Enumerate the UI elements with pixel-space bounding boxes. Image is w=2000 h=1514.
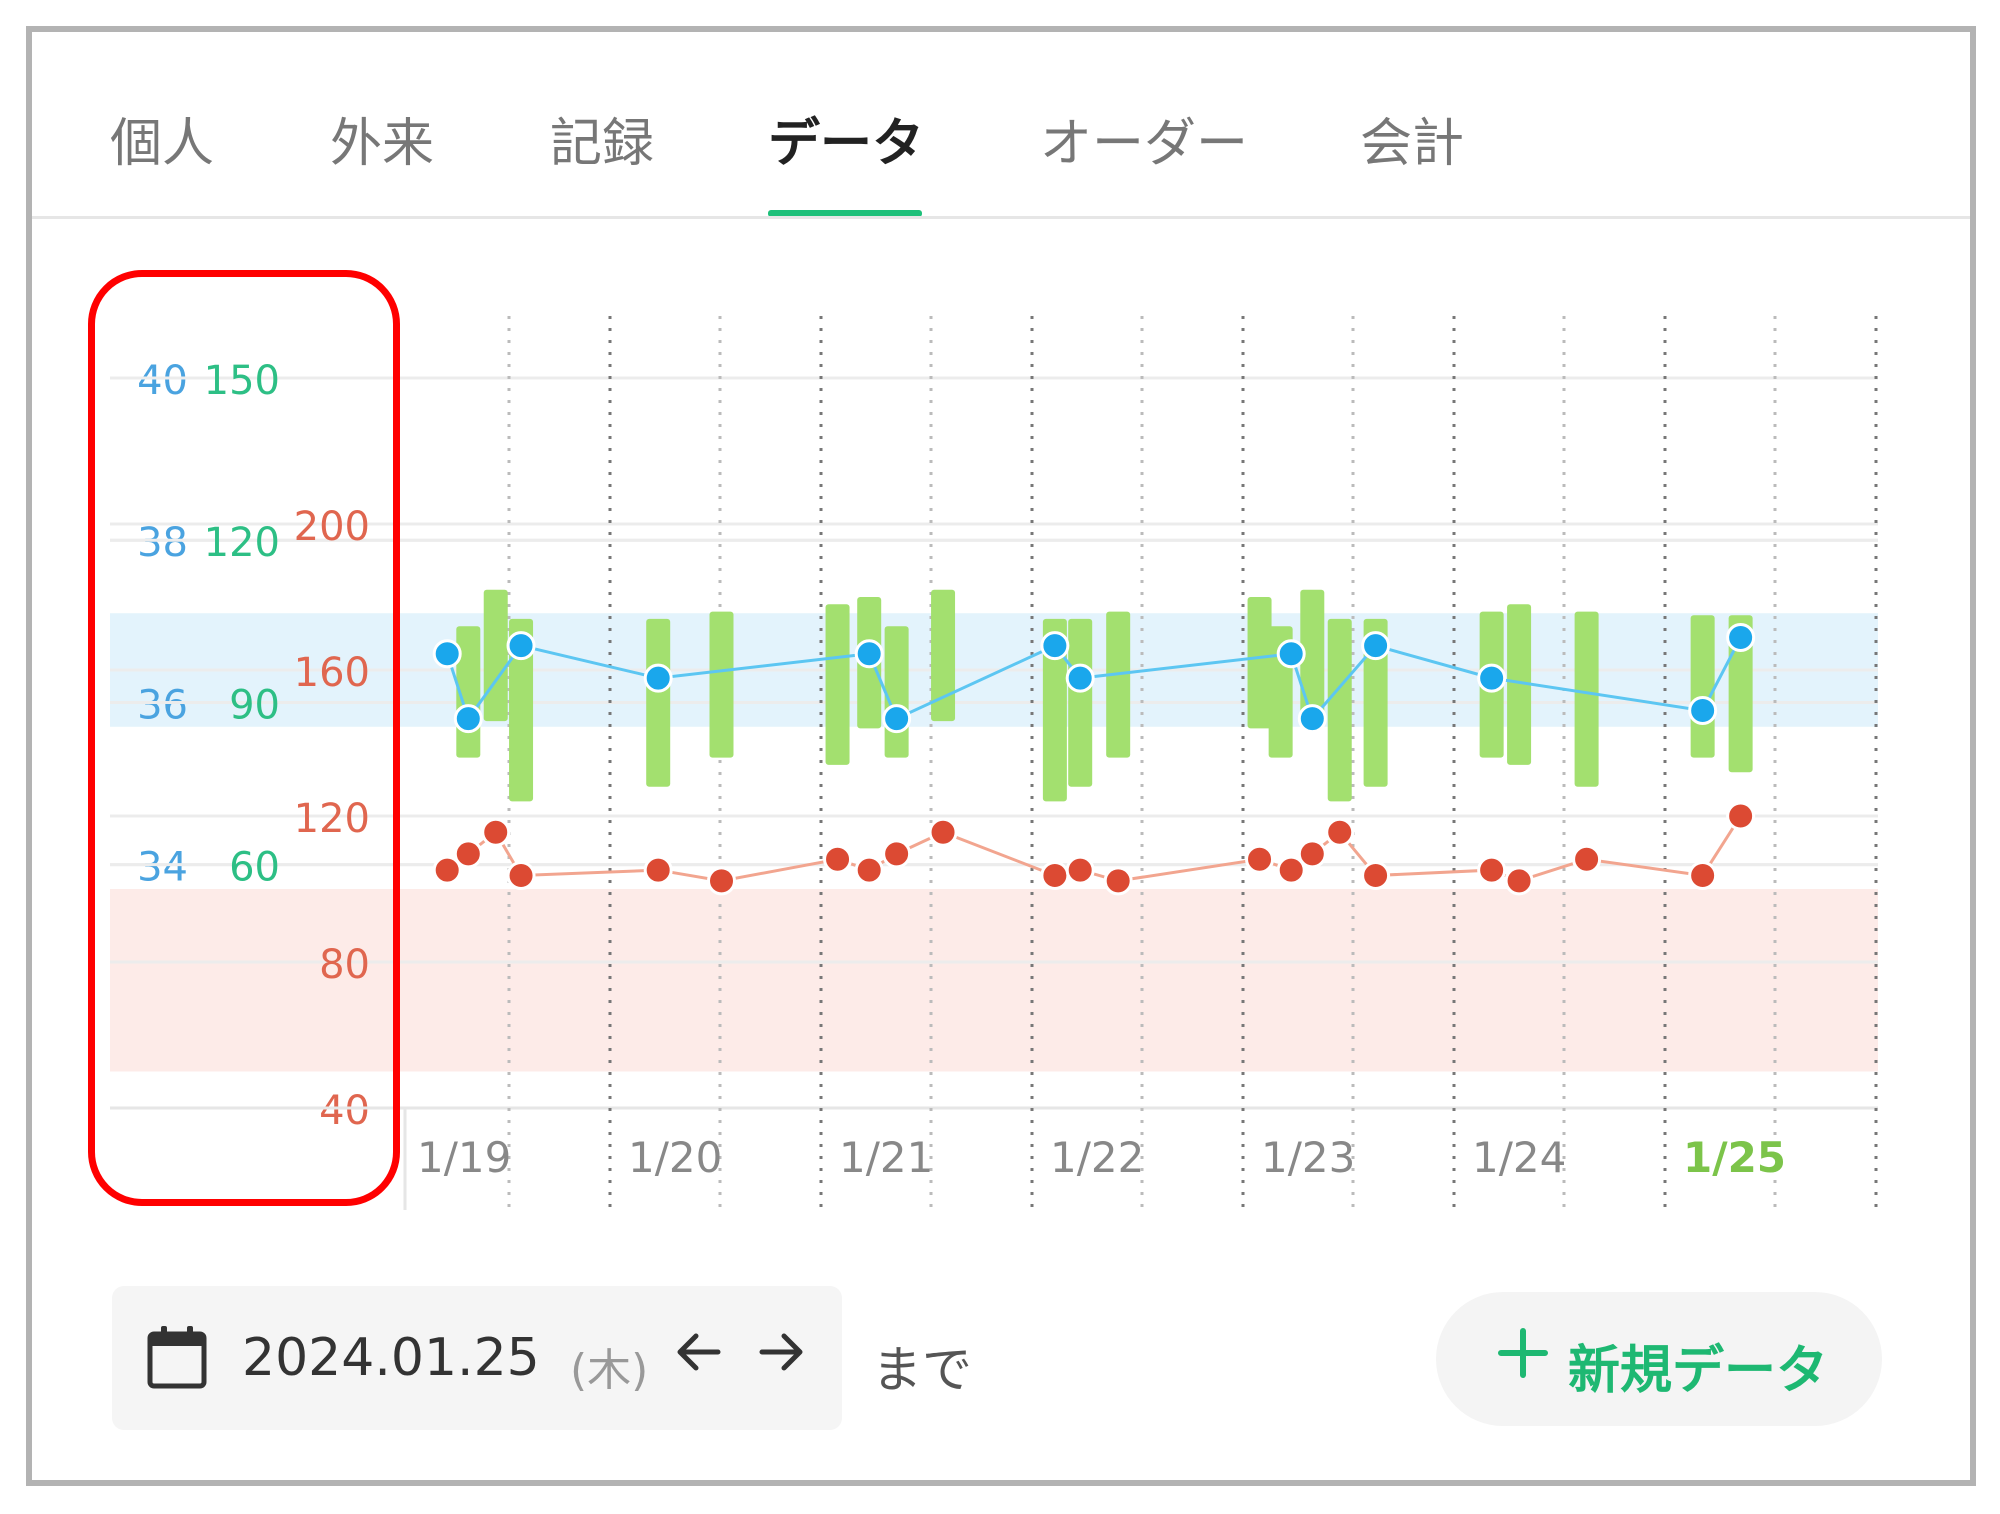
pulse-point	[1297, 839, 1327, 869]
y-tick-label-temperature: 36	[137, 682, 188, 728]
pulse-point	[823, 844, 853, 874]
bp-range-bar	[1363, 618, 1388, 787]
x-tick-label: 1/21	[839, 1133, 933, 1182]
y-tick-label-temperature: 40	[137, 358, 188, 404]
y-tick-label-bp: 160	[294, 650, 370, 696]
temperature-point	[854, 639, 884, 669]
tab-billing[interactable]: 会計	[1360, 114, 1465, 174]
until-label: まで	[872, 1341, 972, 1399]
pulse-point	[1361, 860, 1391, 890]
temperature-point	[432, 639, 462, 669]
bp-range-bar	[1728, 615, 1753, 773]
bp-range-bar	[1068, 618, 1093, 787]
tab-orders[interactable]: オーダー	[1040, 114, 1249, 174]
bp-range-bar	[483, 589, 508, 722]
bp-range-bar	[1106, 611, 1131, 758]
bp-range-bar	[1247, 597, 1272, 729]
tab-divider	[32, 216, 1970, 219]
temperature-point	[1361, 631, 1391, 661]
bp-range-bar	[509, 618, 534, 802]
bp-range-bar	[825, 604, 850, 765]
pulse-point	[432, 855, 462, 885]
pulse-point	[928, 817, 958, 847]
temperature-point	[1040, 631, 1070, 661]
temperature-point	[506, 631, 536, 661]
new-data-button[interactable]	[1436, 1292, 1882, 1426]
date-selector[interactable]	[112, 1286, 842, 1430]
arrow-right-icon[interactable]	[756, 1326, 808, 1378]
pulse-point	[1726, 801, 1756, 831]
bp-range-bar	[709, 611, 734, 758]
x-tick-label: 1/19	[417, 1133, 511, 1182]
y-tick-label-pulse: 120	[204, 520, 280, 566]
x-tick-label: 1/20	[628, 1133, 722, 1182]
bp-range-bar	[931, 589, 956, 722]
temperature-point	[643, 663, 673, 693]
active-tab-indicator	[768, 210, 922, 217]
bp-range-bar	[646, 618, 671, 787]
tab-data[interactable]: データ	[768, 114, 925, 174]
temperature-line	[445, 636, 1742, 722]
pulse-point	[643, 855, 673, 885]
weekday-label: (木)	[570, 1345, 649, 1396]
y-tick-label-temperature: 38	[137, 520, 188, 566]
pulse-point	[1572, 844, 1602, 874]
range-band-bp	[110, 889, 1878, 1072]
temperature-point	[1297, 704, 1327, 734]
pulse-point	[854, 855, 884, 885]
bp-range-bar	[1327, 618, 1352, 802]
pulse-point	[1325, 817, 1355, 847]
pulse-point	[1276, 855, 1306, 885]
temperature-point	[1276, 639, 1306, 669]
arrow-left-icon[interactable]	[672, 1326, 724, 1378]
y-tick-label-bp: 200	[294, 504, 370, 550]
bp-range-bar	[1507, 604, 1532, 765]
vitals-chart[interactable]: 34 36 38 40 60 90 120 150 40 80 120 160 200 1/19 1/20 1…	[0, 0, 2000, 1250]
y-tick-label-pulse: 90	[229, 682, 280, 728]
y-tick-label-bp: 40	[319, 1088, 370, 1134]
temperature-point	[1065, 663, 1095, 693]
x-tick-label: 1/24	[1472, 1133, 1566, 1182]
temperature-point	[1477, 663, 1507, 693]
bp-range-bar	[1690, 615, 1715, 758]
bp-range-bar	[1300, 589, 1325, 722]
x-tick-label: 1/25	[1683, 1133, 1786, 1182]
pulse-point	[481, 817, 511, 847]
pulse-point	[1688, 860, 1718, 890]
y-tick-label-temperature: 34	[137, 845, 188, 891]
temperature-point	[882, 704, 912, 734]
x-tick-label: 1/23	[1261, 1133, 1355, 1182]
pulse-point	[1477, 855, 1507, 885]
pulse-point	[1245, 844, 1275, 874]
pulse-point	[453, 839, 483, 869]
new-data-button-label[interactable]: 新規データ	[1568, 1341, 1829, 1401]
axis-highlight-frame	[88, 270, 400, 1206]
bp-range-bar	[1042, 618, 1067, 802]
tab-bar: 個人 外来 記録 データ オーダー 会計	[26, 26, 1976, 218]
temperature-point	[1688, 696, 1718, 726]
date-value: 2024.01.25	[242, 1328, 540, 1388]
pulse-point	[1040, 860, 1070, 890]
plus-icon[interactable]	[1496, 1326, 1550, 1380]
calendar-icon[interactable]	[146, 1324, 208, 1390]
tab-personal[interactable]: 個人	[110, 114, 215, 174]
pulse-point	[1103, 866, 1133, 896]
pulse-point	[1504, 866, 1534, 896]
panel-frame	[26, 26, 1976, 1486]
temperature-point	[453, 704, 483, 734]
x-tick-label: 1/22	[1050, 1133, 1144, 1182]
pulse-point	[1065, 855, 1095, 885]
pulse-point	[506, 860, 536, 890]
tab-records[interactable]: 記録	[550, 114, 655, 174]
pulse-point	[707, 866, 736, 896]
temperature-point	[1726, 623, 1756, 653]
bp-range-bar	[1574, 611, 1599, 787]
y-tick-label-bp: 80	[319, 942, 370, 988]
y-tick-label-bp: 120	[294, 796, 370, 842]
tab-outpatient[interactable]: 外来	[330, 114, 435, 174]
bp-range-bar	[884, 626, 909, 758]
y-tick-label-pulse: 60	[229, 845, 280, 891]
y-tick-label-pulse: 150	[204, 358, 280, 404]
pulse-point	[882, 839, 912, 869]
